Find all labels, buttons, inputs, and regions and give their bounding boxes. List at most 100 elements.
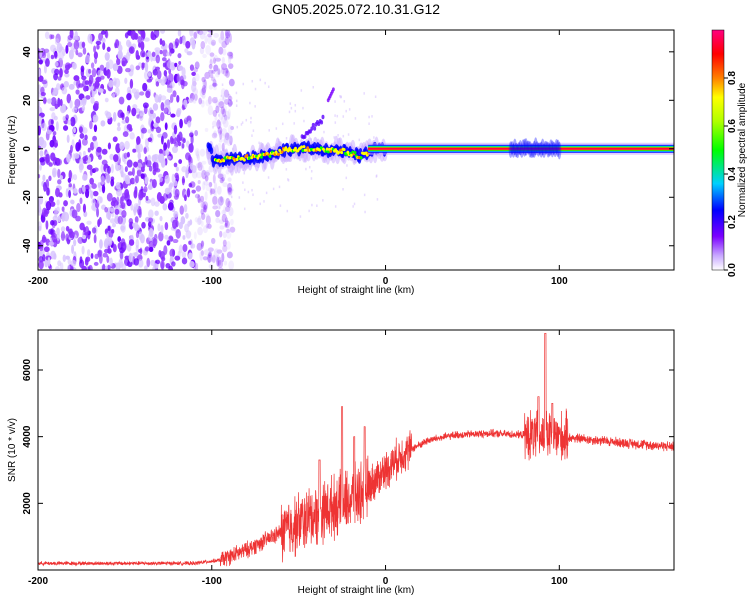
noise-cell	[208, 250, 212, 256]
noise-cell	[91, 198, 96, 206]
noise-cell	[93, 261, 99, 266]
noise-cell	[342, 134, 345, 138]
noise-cell	[333, 136, 335, 139]
y-tick-label: 2000	[22, 492, 33, 515]
noise-cell	[181, 67, 186, 77]
signal-halo	[530, 143, 535, 158]
noise-cell	[225, 68, 229, 74]
noise-cell	[119, 141, 125, 151]
noise-cell	[152, 103, 159, 111]
noise-cell	[133, 251, 139, 257]
noise-cell	[223, 205, 227, 215]
noise-cell	[227, 108, 231, 119]
noise-cell	[220, 177, 225, 184]
noise-cell	[265, 191, 268, 195]
noise-cell	[98, 32, 104, 41]
signal-cell	[313, 126, 317, 131]
noise-cell	[38, 136, 45, 146]
signal-cell	[301, 148, 305, 153]
noise-cell	[148, 209, 154, 219]
noise-cell	[152, 169, 157, 176]
noise-cell	[67, 258, 72, 265]
noise-cell	[375, 174, 378, 177]
noise-cell	[128, 46, 135, 54]
noise-cell	[202, 181, 206, 191]
noise-cell	[157, 223, 161, 232]
noise-cell	[203, 204, 208, 213]
noise-cell	[139, 234, 145, 244]
noise-cell	[155, 116, 161, 124]
noise-cell	[48, 228, 54, 235]
noise-cell	[222, 48, 227, 56]
signal-cell	[273, 152, 277, 157]
noise-cell	[138, 113, 144, 121]
noise-cell	[50, 220, 55, 226]
noise-cell	[334, 114, 336, 117]
noise-cell	[235, 91, 238, 95]
noise-cell	[189, 64, 195, 71]
signal-cell	[342, 147, 346, 152]
noise-cell	[193, 231, 197, 240]
noise-cell	[126, 86, 132, 95]
signal-cell	[353, 150, 357, 155]
noise-cell	[81, 245, 85, 255]
noise-cell	[124, 188, 130, 199]
noise-cell	[294, 109, 297, 113]
noise-cell	[227, 188, 233, 197]
noise-cell	[222, 119, 229, 128]
noise-cell	[41, 207, 48, 218]
noise-cell	[221, 252, 225, 263]
noise-cell	[97, 249, 103, 256]
noise-cell	[97, 88, 104, 93]
noise-cell	[230, 218, 234, 226]
noise-cell	[197, 198, 202, 204]
signal-cell	[300, 145, 304, 149]
noise-cell	[145, 159, 152, 168]
noise-cell	[171, 173, 175, 183]
signal-cell	[235, 157, 239, 162]
noise-cell	[251, 134, 253, 137]
noise-cell	[194, 130, 199, 137]
noise-cell	[104, 265, 108, 270]
noise-cell	[202, 84, 208, 90]
noise-cell	[42, 96, 47, 105]
noise-cell	[221, 209, 226, 216]
noise-cell	[173, 124, 178, 135]
noise-cell	[159, 215, 163, 222]
noise-cell	[278, 185, 281, 189]
noise-cell	[82, 155, 89, 162]
noise-cell	[41, 122, 47, 132]
noise-cell	[226, 51, 233, 57]
noise-cell	[214, 182, 218, 190]
noise-cell	[179, 118, 183, 129]
colorbar-tick-label: 0.6	[727, 119, 738, 133]
noise-cell	[217, 120, 222, 125]
noise-cell	[100, 120, 106, 127]
noise-cell	[38, 260, 44, 270]
noise-cell	[183, 204, 188, 213]
noise-cell	[227, 187, 233, 196]
noise-cell	[197, 30, 204, 36]
noise-cell	[203, 207, 206, 213]
signal-halo	[551, 141, 556, 155]
noise-cell	[89, 120, 93, 130]
noise-cell	[352, 205, 354, 208]
colorbar: 0.0 0.2 0.4 0.6 0.8 Normalized spectral ampl…	[711, 29, 748, 277]
noise-cell	[110, 179, 115, 187]
noise-cell	[120, 112, 125, 118]
noise-cell	[279, 204, 282, 207]
noise-cell	[226, 241, 231, 250]
noise-cell	[57, 97, 61, 108]
signal-halo	[528, 141, 533, 158]
noise-cell	[43, 181, 47, 192]
noise-cell	[197, 215, 202, 225]
noise-cell	[172, 239, 179, 244]
noise-cell	[164, 122, 168, 131]
noise-cell	[166, 155, 172, 160]
noise-cell	[43, 246, 50, 253]
noise-cell	[227, 50, 231, 60]
noise-cell	[316, 204, 318, 207]
noise-cell	[89, 141, 95, 151]
noise-cell	[220, 106, 225, 115]
signal-halo	[546, 142, 551, 158]
